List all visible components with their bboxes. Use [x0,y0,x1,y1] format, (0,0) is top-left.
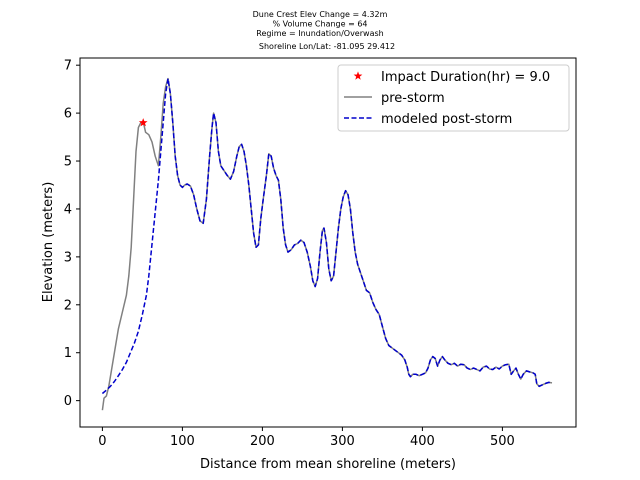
y-tick-label: 4 [64,202,72,217]
legend-star-icon [353,71,363,80]
y-axis: 0 1 2 3 4 5 6 7 [64,59,80,409]
title-line-3: Regime = Inundation/Overwash [256,29,383,38]
y-tick-label: 1 [64,346,72,361]
y-tick-label: 5 [64,155,72,170]
x-axis-label: Distance from mean shoreline (meters) [200,457,456,472]
x-tick-label: 500 [490,434,515,449]
plot-frame [79,57,577,428]
x-axis: 0 100 200 300 400 500 [98,427,515,449]
x-tick-label: 200 [250,434,275,449]
x-tick-label: 400 [410,434,435,449]
legend-label-pre-storm: pre-storm [381,91,445,106]
y-tick-label: 7 [64,59,72,74]
y-tick-label: 6 [64,107,72,122]
series-layer [101,77,553,411]
title-line-4: Shoreline Lon/Lat: -81.095 29.412 [259,42,395,51]
y-axis-label: Elevation (meters) [41,182,56,303]
title-line-1: Dune Crest Elev Change = 4.32m [253,10,388,19]
x-tick-label: 300 [330,434,355,449]
y-tick-label: 2 [64,298,72,313]
x-tick-label: 0 [98,434,106,449]
legend-box [337,64,570,132]
marker-layer [138,118,148,127]
impact-duration-star-marker [138,118,148,127]
y-tick-label: 0 [64,394,72,409]
series-line-post-storm [101,77,553,395]
title-line-2: % Volume Change = 64 [272,20,367,29]
chart-title: Dune Crest Elev Change = 4.32m % Volume … [253,10,395,51]
legend: Impact Duration(hr) = 9.0 pre-storm mode… [337,64,570,132]
legend-label-impact-duration: Impact Duration(hr) = 9.0 [381,70,550,85]
x-tick-label: 100 [170,434,195,449]
legend-label-post-storm: modeled post-storm [381,112,512,127]
y-tick-label: 3 [64,250,72,265]
